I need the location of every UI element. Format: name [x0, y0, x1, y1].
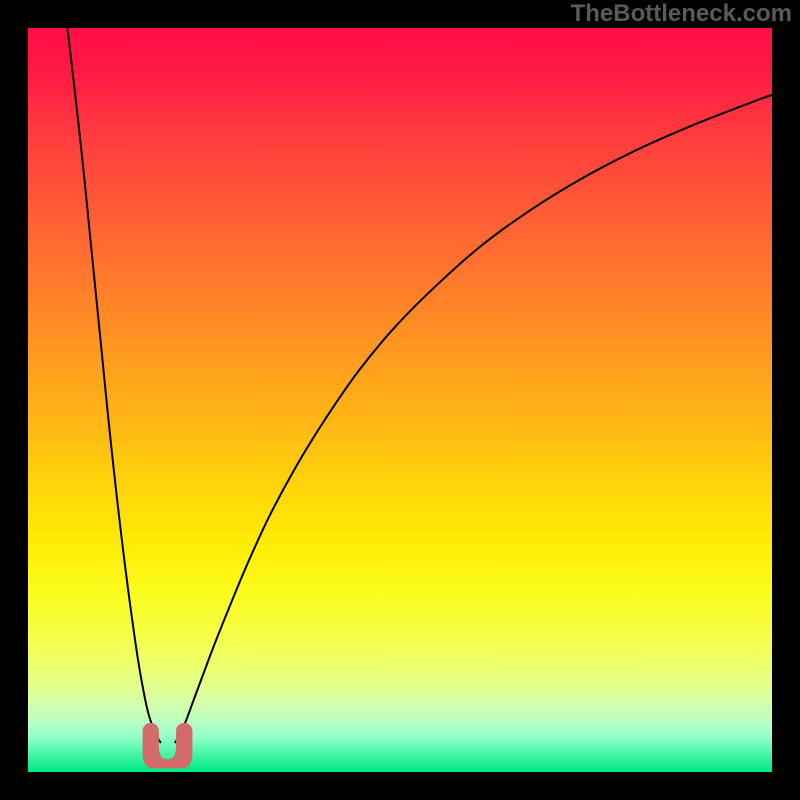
plot-area [28, 28, 772, 772]
watermark-text: TheBottleneck.com [571, 0, 792, 28]
chart-container: TheBottleneck.com [0, 0, 800, 800]
plot-svg [28, 28, 772, 772]
